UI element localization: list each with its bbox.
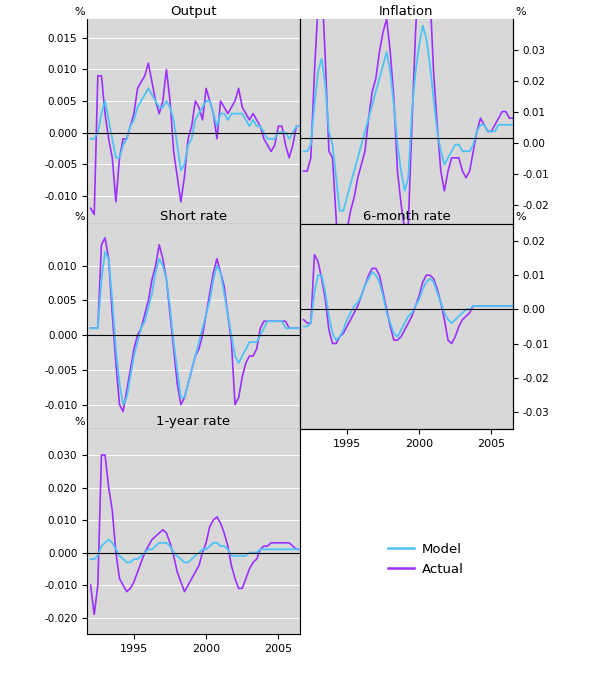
Title: 6-month rate: 6-month rate — [362, 210, 451, 223]
Text: %: % — [74, 212, 85, 222]
Text: %: % — [515, 212, 526, 222]
Legend: Model, Actual: Model, Actual — [383, 538, 469, 581]
Title: Inflation: Inflation — [379, 5, 434, 18]
Text: %: % — [74, 417, 85, 427]
Title: 1-year rate: 1-year rate — [157, 415, 230, 428]
Title: Output: Output — [170, 5, 217, 18]
Title: Short rate: Short rate — [160, 210, 227, 223]
Text: %: % — [515, 7, 526, 17]
Text: %: % — [74, 7, 85, 17]
